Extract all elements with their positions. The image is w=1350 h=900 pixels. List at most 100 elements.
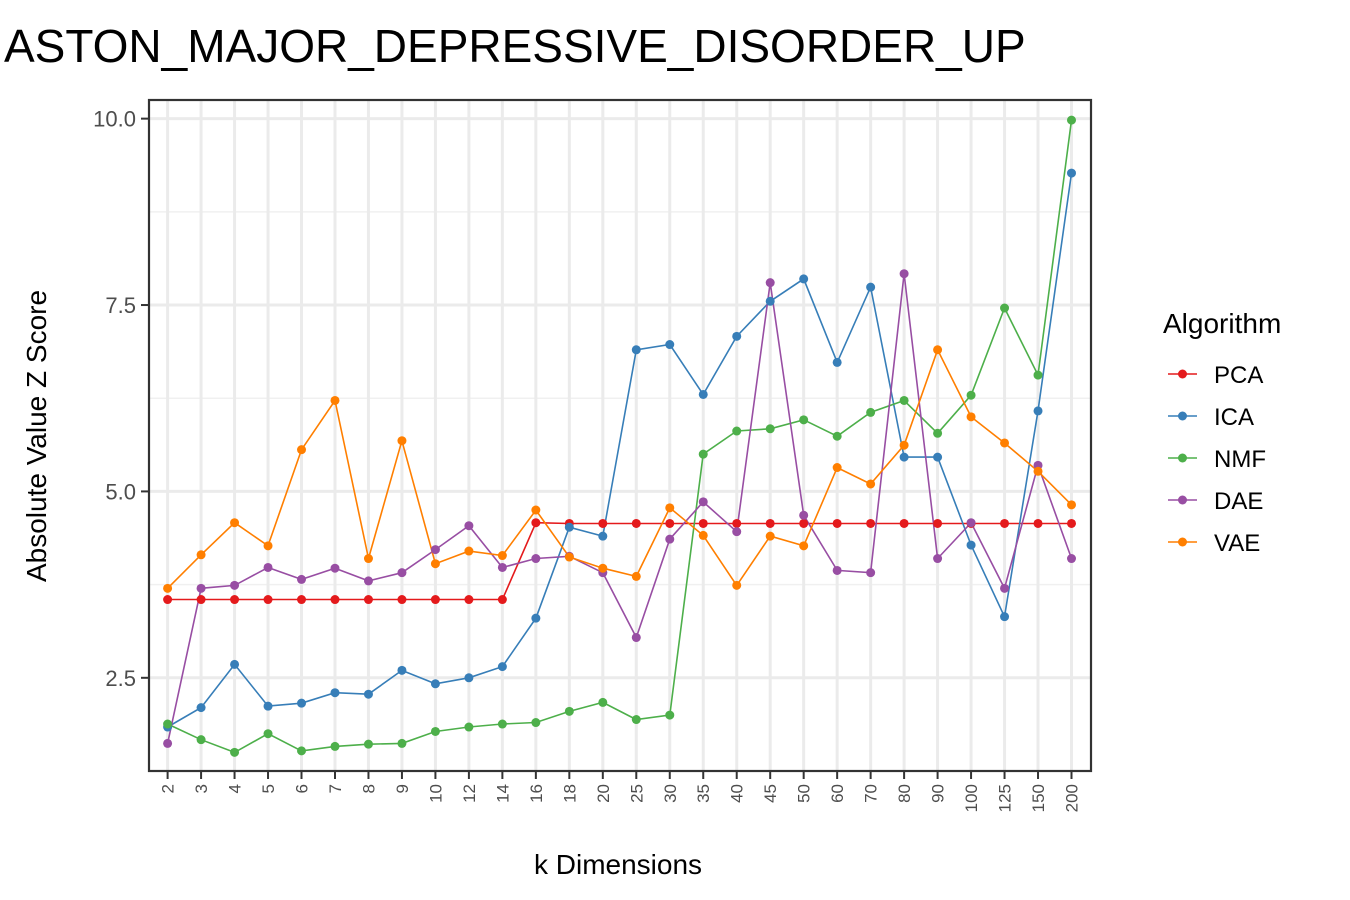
data-point-ica [799, 274, 809, 284]
x-tick-label: 12 [460, 784, 479, 803]
x-tick-label: 25 [627, 784, 646, 803]
data-point-vae [1033, 466, 1043, 476]
y-tick-label: 7.5 [105, 293, 136, 318]
data-point-vae [832, 463, 842, 473]
data-point-pca [531, 518, 541, 528]
data-point-ica [330, 688, 340, 698]
data-point-nmf [732, 426, 742, 436]
data-point-pca [1067, 518, 1076, 528]
data-point-vae [397, 436, 407, 446]
data-point-ica [631, 345, 641, 355]
data-point-dae [297, 574, 307, 584]
data-point-ica [397, 665, 407, 675]
y-axis-title: Absolute Value Z Score [21, 290, 52, 582]
data-point-ica [966, 540, 976, 550]
data-point-pca [899, 518, 909, 528]
data-point-nmf [832, 431, 842, 441]
data-point-vae [665, 503, 675, 513]
data-point-pca [732, 518, 742, 528]
y-tick-label: 2.5 [105, 666, 136, 691]
data-point-nmf [698, 449, 708, 459]
data-point-pca [196, 595, 206, 605]
x-tick-label: 50 [795, 784, 814, 803]
y-tick-label: 10.0 [93, 107, 136, 132]
data-point-ica [263, 701, 273, 711]
data-point-dae [899, 269, 909, 279]
data-point-vae [698, 530, 708, 540]
panel-background [149, 100, 1091, 771]
x-tick-label: 80 [895, 784, 914, 803]
x-tick-label: 5 [259, 784, 278, 793]
data-point-ica [497, 662, 507, 672]
data-point-dae [732, 527, 742, 537]
data-point-pca [631, 518, 641, 528]
data-point-nmf [966, 390, 976, 400]
x-tick-label: 6 [293, 784, 312, 793]
data-point-vae [631, 571, 641, 581]
data-point-vae [866, 479, 876, 489]
data-point-pca [230, 595, 240, 605]
series-points [163, 115, 1076, 757]
x-tick-label: 125 [996, 784, 1015, 812]
data-point-vae [230, 518, 240, 528]
data-point-nmf [263, 729, 273, 739]
panel-frame [147, 98, 1093, 773]
x-tick-label: 40 [728, 784, 747, 803]
data-point-dae [330, 563, 340, 573]
legend-label-pca: PCA [1214, 362, 1263, 389]
series-line-pca [167, 521, 1072, 601]
x-tick-label: 60 [828, 784, 847, 803]
data-point-nmf [531, 718, 541, 728]
data-point-ica [363, 689, 373, 699]
x-axis-title: k Dimensions [534, 849, 702, 880]
data-point-ica [698, 389, 708, 399]
data-point-ica [765, 296, 775, 306]
data-point-vae [163, 583, 173, 593]
data-point-vae [196, 550, 206, 560]
data-point-vae [297, 445, 307, 455]
x-tick-label: 3 [192, 784, 211, 793]
data-point-dae [1000, 583, 1010, 593]
legend-key-point-dae [1178, 495, 1187, 505]
data-point-ica [866, 282, 876, 292]
data-point-vae [263, 541, 273, 551]
legend-key-point-ica [1178, 411, 1187, 421]
data-point-nmf [899, 395, 909, 405]
data-point-vae [765, 531, 775, 541]
legend-label-dae: DAE [1214, 488, 1263, 515]
data-point-pca [698, 518, 708, 528]
legend-key-point-vae [1178, 537, 1187, 547]
data-point-nmf [564, 706, 574, 716]
data-point-vae [899, 440, 909, 450]
data-point-dae [799, 510, 809, 520]
x-tick-label: 9 [393, 784, 412, 793]
data-point-pca [163, 595, 173, 605]
data-point-nmf [363, 739, 373, 749]
x-tick-label: 200 [1063, 784, 1082, 812]
data-point-dae [866, 568, 876, 578]
data-point-pca [832, 518, 842, 528]
data-point-nmf [397, 738, 407, 748]
data-point-vae [1000, 438, 1010, 448]
x-tick-label: 30 [661, 784, 680, 803]
data-point-ica [665, 340, 675, 350]
data-point-pca [1033, 518, 1043, 528]
x-tick-label: 10 [426, 784, 445, 803]
data-point-pca [363, 595, 373, 605]
data-point-dae [230, 580, 240, 590]
data-point-vae [330, 395, 340, 405]
data-point-ica [196, 703, 206, 713]
data-point-dae [196, 583, 206, 593]
data-point-dae [698, 497, 708, 507]
y-axis: 2.5 5.0 7.5 10.0 [93, 107, 149, 691]
chart-title: ASTON_MAJOR_DEPRESSIVE_DISORDER_UP [4, 20, 1026, 72]
legend: Algorithm PCA ICA NMF DAE VAE [1163, 308, 1281, 557]
series-lines [166, 119, 1073, 754]
legend-label-vae: VAE [1214, 530, 1260, 557]
x-tick-label: 70 [862, 784, 881, 803]
legend-key-point-nmf [1178, 453, 1187, 463]
series-line-dae [166, 273, 1073, 744]
data-point-dae [363, 576, 373, 586]
data-point-nmf [1067, 115, 1076, 125]
data-point-pca [464, 595, 474, 605]
